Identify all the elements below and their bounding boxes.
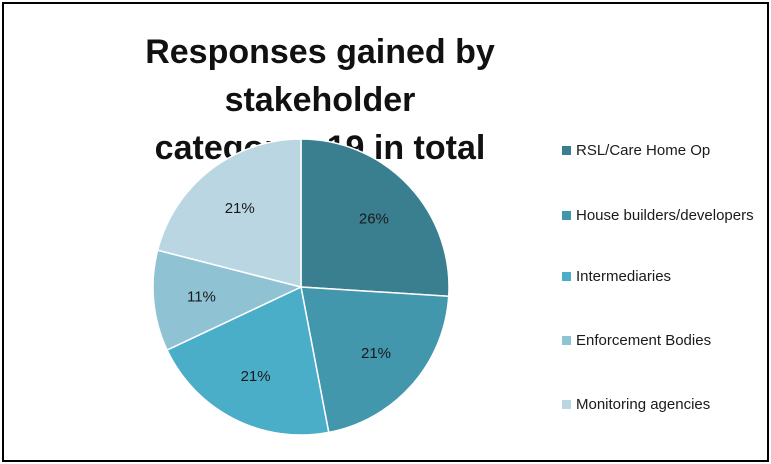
slice-data-label: 21% <box>361 345 391 362</box>
legend-label: Monitoring agencies <box>576 396 711 413</box>
legend-swatch <box>562 336 571 345</box>
legend-label: Enforcement Bodies <box>576 332 712 349</box>
legend-swatch <box>562 146 571 155</box>
pie-slice-4 <box>156 138 302 288</box>
chart-title: Responses gained by stakeholder category… <box>145 33 495 167</box>
slice-data-label: 26% <box>359 211 389 228</box>
legend-label: House builders/developers <box>576 207 754 224</box>
legend-swatch <box>562 211 571 220</box>
slice-data-label: 21% <box>241 368 271 385</box>
pie-slice-0 <box>300 138 450 298</box>
pie-slice-1 <box>300 286 450 434</box>
pie-slice-2 <box>166 285 330 436</box>
slice-data-label: 11% <box>187 288 216 305</box>
legend-swatch <box>562 272 571 281</box>
slice-data-label: 21% <box>225 200 255 217</box>
pie-slice-3 <box>152 249 304 352</box>
legend-swatch <box>562 400 571 409</box>
legend-label: Intermediaries <box>576 268 672 285</box>
legend-label: RSL/Care Home Op <box>576 142 711 159</box>
